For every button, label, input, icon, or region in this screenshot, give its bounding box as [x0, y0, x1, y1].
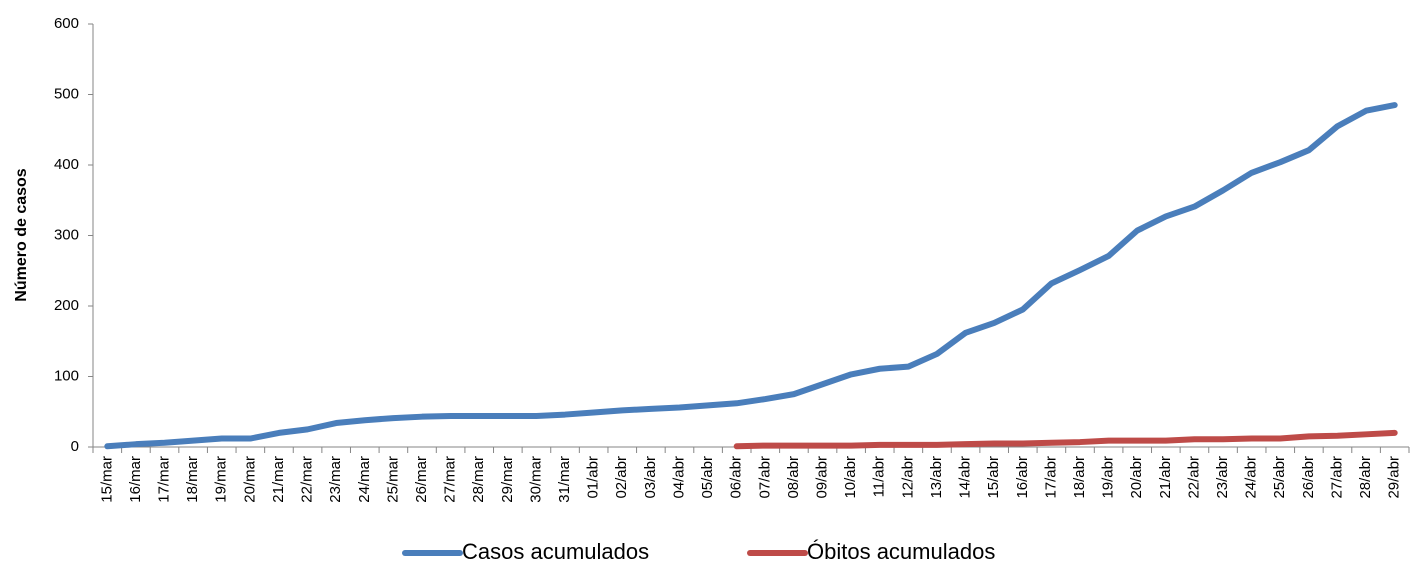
x-tick-label: 23/mar	[327, 456, 344, 503]
x-tick-label: 17/abr	[1042, 456, 1059, 499]
x-tick-label: 28/abr	[1357, 456, 1374, 499]
y-tick-label: 400	[54, 156, 79, 173]
x-tick-label: 21/abr	[1157, 456, 1174, 499]
x-tick-label: 30/mar	[527, 456, 544, 503]
x-tick-label: 08/abr	[785, 456, 802, 499]
x-tick-label: 18/mar	[184, 456, 201, 503]
x-tick-label: 19/abr	[1100, 456, 1117, 499]
x-tick-label: 16/mar	[127, 456, 144, 503]
x-tick-label: 17/mar	[155, 456, 172, 503]
x-tick-label: 20/mar	[241, 456, 258, 503]
x-tick-label: 18/abr	[1071, 456, 1088, 499]
x-tick-label: 02/abr	[613, 456, 630, 499]
x-tick-label: 15/mar	[98, 456, 115, 503]
x-tick-label: 28/mar	[470, 456, 487, 503]
x-tick-label: 16/abr	[1014, 456, 1031, 499]
x-tick-label: 23/abr	[1214, 456, 1231, 499]
series-line	[104, 102, 1398, 450]
x-tick-label: 14/abr	[957, 456, 974, 499]
x-tick-label: 03/abr	[642, 456, 659, 499]
y-tick-label: 200	[54, 297, 79, 314]
x-tick-label: 11/abr	[871, 456, 888, 497]
legend-label: Óbitos acumulados	[807, 539, 995, 564]
x-tick-label: 04/abr	[670, 456, 687, 499]
y-tick-label: 600	[54, 15, 79, 32]
x-tick-label: 27/mar	[442, 456, 459, 503]
x-tick-label: 05/abr	[699, 456, 716, 499]
x-tick-label: 27/abr	[1328, 456, 1345, 499]
x-tick-label: 09/abr	[813, 456, 830, 499]
series-line	[733, 429, 1398, 450]
x-tick-label: 26/abr	[1300, 456, 1317, 499]
y-tick-label: 500	[54, 85, 79, 102]
y-axis-label: Número de casos	[13, 168, 30, 301]
x-tick-label: 22/abr	[1185, 456, 1202, 499]
legend-label: Casos acumulados	[462, 539, 649, 564]
x-tick-label: 06/abr	[728, 456, 745, 499]
x-tick-label: 22/mar	[299, 456, 316, 503]
x-tick-label: 26/mar	[413, 456, 430, 503]
x-tick-label: 20/abr	[1128, 456, 1145, 499]
x-tick-label: 10/abr	[842, 456, 859, 499]
x-tick-label: 24/mar	[356, 456, 373, 503]
y-tick-label: 0	[71, 438, 79, 455]
y-tick-label: 300	[54, 226, 79, 243]
x-tick-label: 12/abr	[899, 456, 916, 499]
x-tick-label: 25/mar	[384, 456, 401, 503]
y-tick-label: 100	[54, 367, 79, 384]
x-tick-label: 21/mar	[270, 456, 287, 503]
x-tick-label: 01/abr	[585, 456, 602, 499]
x-tick-label: 29/mar	[499, 456, 516, 503]
x-tick-label: 19/mar	[213, 456, 230, 503]
x-tick-label: 24/abr	[1243, 456, 1260, 499]
x-tick-label: 29/abr	[1386, 456, 1403, 499]
x-tick-label: 15/abr	[985, 456, 1002, 499]
x-tick-label: 31/mar	[556, 456, 573, 503]
x-tick-label: 07/abr	[756, 456, 773, 499]
x-tick-label: 13/abr	[928, 456, 945, 499]
x-tick-label: 25/abr	[1271, 456, 1288, 499]
